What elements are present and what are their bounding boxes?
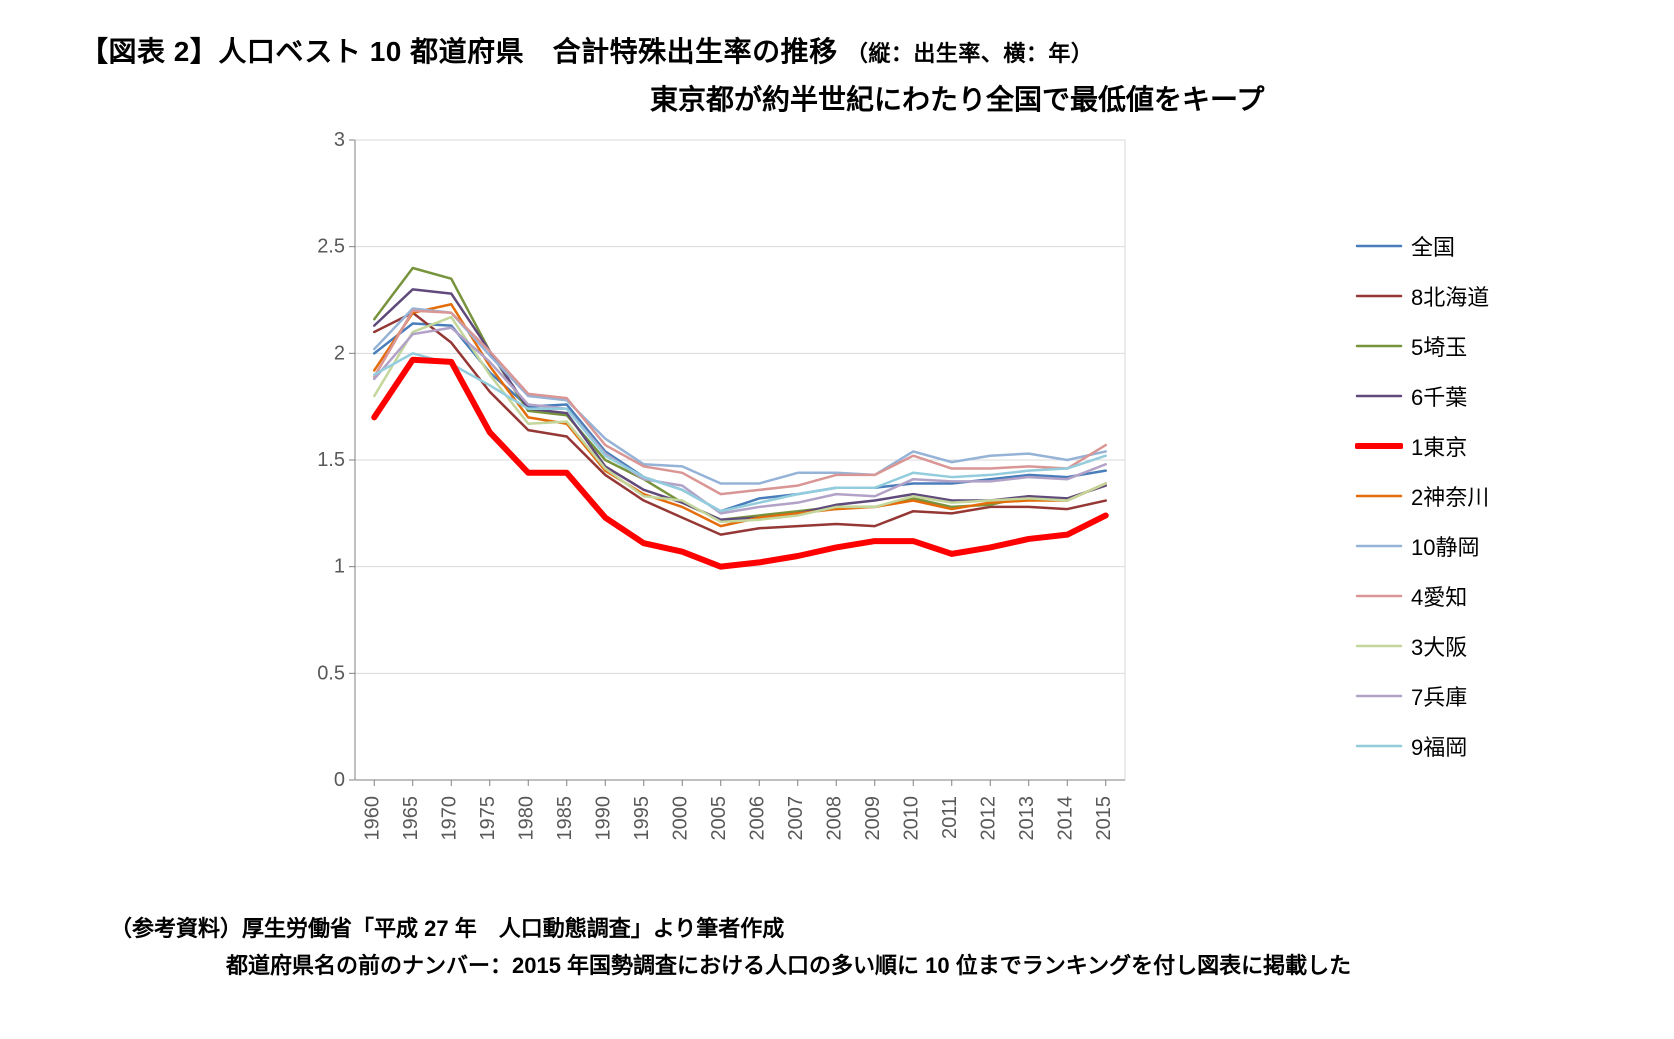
legend-label: 7兵庫: [1411, 680, 1467, 712]
chart-title-main: 【図表 2】人口ベスト 10 都道府県 合計特殊出生率の推移: [80, 36, 838, 67]
svg-text:2: 2: [334, 342, 345, 364]
svg-text:1980: 1980: [515, 796, 537, 841]
legend-swatch: [1355, 536, 1403, 556]
svg-text:2014: 2014: [1054, 796, 1076, 841]
legend-label: 10静岡: [1411, 530, 1479, 562]
legend-item: 10静岡: [1355, 530, 1489, 562]
svg-text:2006: 2006: [746, 796, 768, 841]
footnote-1: （参考資料）厚生労働省「平成 27 年 人口動態調査」より筆者作成: [110, 910, 1594, 947]
legend-label: 1東京: [1411, 430, 1467, 462]
svg-text:2.5: 2.5: [317, 236, 345, 258]
legend-label: 6千葉: [1411, 380, 1467, 412]
legend-swatch: [1355, 686, 1403, 706]
svg-text:0.5: 0.5: [317, 662, 345, 684]
legend-item: 8北海道: [1355, 280, 1489, 312]
legend-label: 2神奈川: [1411, 480, 1489, 512]
chart-title-paren: （縦：出生率、横：年）: [846, 41, 1094, 66]
chart-title-row: 【図表 2】人口ベスト 10 都道府県 合計特殊出生率の推移 （縦：出生率、横：…: [80, 30, 1594, 70]
legend-label: 4愛知: [1411, 580, 1467, 612]
svg-text:2011: 2011: [939, 796, 961, 839]
svg-text:1: 1: [334, 556, 345, 578]
chart-area: 0 0.5 1 1.5 2 2.5 3 1960 1965 1970 1975 1980 1985 199…: [295, 130, 1595, 890]
svg-text:2009: 2009: [862, 796, 884, 841]
legend-label: 8北海道: [1411, 280, 1489, 312]
legend-item: 6千葉: [1355, 380, 1489, 412]
page-root: 【図表 2】人口ベスト 10 都道府県 合計特殊出生率の推移 （縦：出生率、横：…: [0, 0, 1674, 1039]
legend-swatch: [1355, 636, 1403, 656]
legend-item: 2神奈川: [1355, 480, 1489, 512]
chart-legend: 全国 8北海道 5埼玉 6千葉 1東京 2神奈川 10静岡 4愛知 3大阪 7兵庫 9福岡: [1355, 230, 1489, 780]
line-chart-svg: 0 0.5 1 1.5 2 2.5 3 1960 1965 1970 1975 1980 1985 199…: [295, 130, 1335, 860]
legend-swatch: [1355, 586, 1403, 606]
legend-swatch: [1355, 486, 1403, 506]
legend-item: 全国: [1355, 230, 1489, 262]
svg-text:2005: 2005: [708, 796, 730, 841]
legend-swatch: [1355, 436, 1403, 456]
svg-text:1990: 1990: [592, 796, 614, 841]
svg-text:1.5: 1.5: [317, 449, 345, 471]
legend-item: 1東京: [1355, 430, 1489, 462]
legend-swatch: [1355, 236, 1403, 256]
svg-text:2013: 2013: [1016, 796, 1038, 841]
legend-item: 3大阪: [1355, 630, 1489, 662]
svg-text:2015: 2015: [1093, 796, 1115, 841]
chart-subtitle: 東京都が約半世紀にわたり全国で最低値をキープ: [80, 78, 1594, 118]
legend-item: 7兵庫: [1355, 680, 1489, 712]
svg-text:2008: 2008: [823, 796, 845, 841]
legend-label: 5埼玉: [1411, 330, 1467, 362]
legend-item: 9福岡: [1355, 730, 1489, 762]
svg-text:0: 0: [334, 769, 345, 791]
legend-label: 9福岡: [1411, 730, 1467, 762]
legend-label: 3大阪: [1411, 630, 1467, 662]
svg-text:2010: 2010: [900, 796, 922, 841]
svg-text:1985: 1985: [554, 796, 576, 841]
svg-text:2012: 2012: [977, 796, 999, 841]
svg-text:1995: 1995: [631, 796, 653, 841]
legend-item: 5埼玉: [1355, 330, 1489, 362]
svg-text:2007: 2007: [785, 796, 807, 841]
svg-text:1975: 1975: [477, 796, 499, 841]
footnotes: （参考資料）厚生労働省「平成 27 年 人口動態調査」より筆者作成 都道府県名の…: [110, 910, 1594, 985]
legend-swatch: [1355, 386, 1403, 406]
svg-text:3: 3: [334, 130, 345, 151]
svg-text:1970: 1970: [438, 796, 460, 841]
footnote-2: 都道府県名の前のナンバー：2015 年国勢調査における人口の多い順に 10 位ま…: [110, 947, 1594, 984]
svg-text:1965: 1965: [400, 796, 422, 841]
svg-text:2000: 2000: [669, 796, 691, 841]
legend-swatch: [1355, 336, 1403, 356]
svg-text:1960: 1960: [361, 796, 383, 841]
legend-item: 4愛知: [1355, 580, 1489, 612]
legend-swatch: [1355, 736, 1403, 756]
legend-swatch: [1355, 286, 1403, 306]
legend-label: 全国: [1411, 230, 1455, 262]
